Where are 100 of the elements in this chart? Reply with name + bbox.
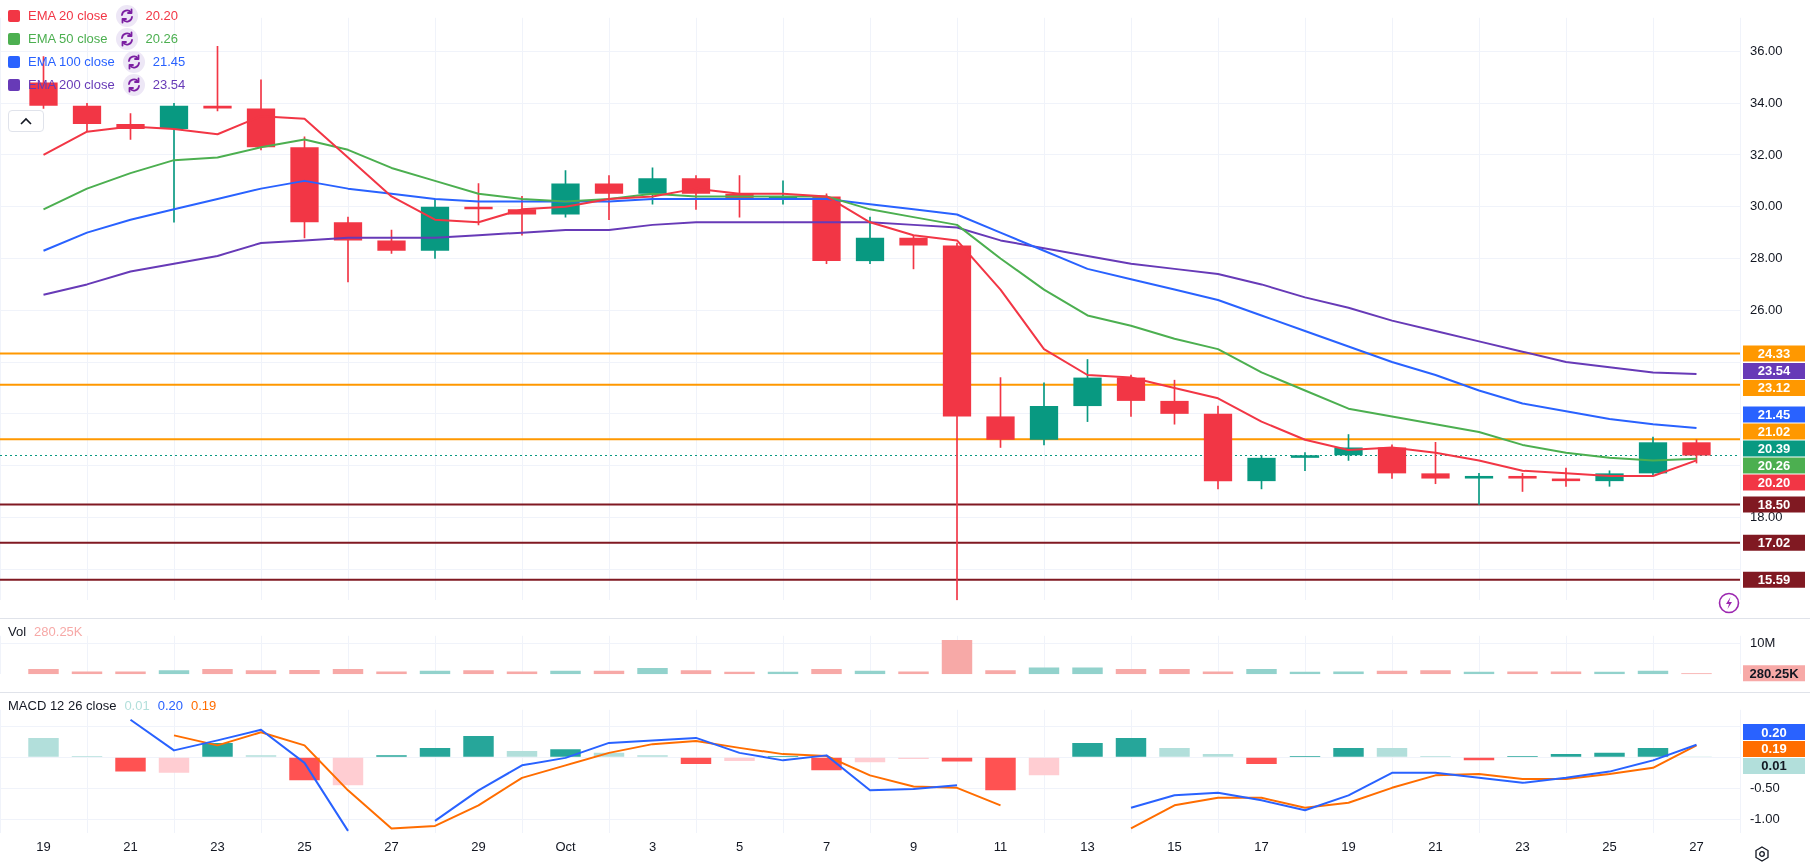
bar (202, 668, 233, 675)
x-tick-label: 23 (210, 838, 225, 854)
y-tick-label: 30.00 (1750, 198, 1783, 214)
x-tick-label: 25 (1602, 838, 1617, 854)
bar (28, 668, 59, 675)
candlestick (1464, 473, 1494, 505)
bar (1028, 667, 1060, 675)
bar (506, 671, 538, 675)
text: 0.20 (1761, 724, 1787, 740)
x-tick-label: 3 (648, 838, 657, 854)
bar (1550, 754, 1582, 757)
chart-title: Vol (8, 624, 27, 639)
x-tick-label: 15 (1167, 838, 1182, 854)
bar (115, 671, 146, 675)
bar (158, 670, 190, 675)
x-tick-label: 13 (1080, 838, 1095, 854)
annotation: 0.19 (191, 698, 217, 713)
bar (1159, 668, 1190, 675)
y-tick-label: 32.00 (1750, 146, 1783, 162)
y-tick-label: -1.00 (1750, 811, 1780, 827)
bar (1115, 668, 1147, 675)
bar (985, 757, 1016, 791)
bar (1159, 747, 1190, 757)
bar (1202, 754, 1234, 757)
annotation: 0.01 (124, 698, 150, 713)
ref-line-label: 15.59 (1757, 572, 1791, 588)
bar (1550, 671, 1582, 675)
text: 280.25K (1749, 665, 1799, 681)
bar (1420, 670, 1451, 675)
ref-line-label: 24.33 (1757, 346, 1791, 362)
bar (289, 757, 320, 781)
bar (202, 742, 233, 757)
y-tick-label: 26.00 (1750, 301, 1783, 317)
x-tick-label: 7 (822, 838, 831, 854)
y-tick-label: 10M (1750, 635, 1776, 651)
bar (1246, 668, 1277, 675)
bar (1115, 737, 1147, 757)
x-tick-label: 29 (471, 838, 486, 854)
bar (941, 757, 973, 762)
annotation: 20.20 (145, 8, 179, 23)
text: EMA 50 close (28, 31, 108, 46)
ref-line-label: 23.12 (1757, 380, 1791, 396)
y-tick-label: 34.00 (1750, 94, 1783, 110)
bar (463, 736, 494, 757)
bar (1072, 742, 1103, 757)
bar (898, 671, 929, 675)
bar (71, 671, 103, 675)
x-tick-label: 25 (297, 838, 312, 854)
bar (158, 757, 190, 773)
chart-title: MACD 12 26 close (8, 698, 117, 713)
text: 20.20 (1757, 474, 1791, 490)
y-tick-label: 28.00 (1750, 250, 1783, 266)
bar (376, 671, 407, 675)
bar (1333, 671, 1364, 675)
ref-line-label: 21.02 (1757, 424, 1791, 439)
bar (506, 751, 538, 757)
bar (941, 640, 973, 675)
bar (680, 757, 712, 765)
bar (680, 670, 712, 675)
annotation: 20.26 (145, 31, 179, 46)
text: 0.19 (1761, 741, 1787, 757)
bar (1594, 752, 1625, 757)
x-tick-label: Oct (555, 838, 576, 854)
x-tick-label: 11 (993, 838, 1008, 854)
y-tick-label: -0.50 (1750, 780, 1780, 796)
bar (332, 757, 364, 786)
bar (1072, 667, 1103, 675)
x-tick-label: 27 (1689, 838, 1704, 854)
text: 23.54 (1757, 363, 1791, 379)
x-tick-label: 19 (1341, 838, 1356, 854)
x-tick-label: 21 (123, 838, 138, 854)
bar (1202, 671, 1234, 675)
x-tick-label: 21 (1428, 838, 1443, 854)
bar (332, 668, 364, 675)
text: EMA 20 close (28, 8, 108, 23)
bar (550, 670, 581, 675)
text: 20.26 (1757, 457, 1791, 473)
x-tick-label: 27 (384, 838, 399, 854)
bar (289, 669, 320, 675)
bar (811, 668, 842, 675)
text: 0.01 (1761, 758, 1787, 774)
x-tick-label: 17 (1254, 838, 1269, 854)
bar (245, 670, 277, 675)
ref-line-label: 17.02 (1757, 535, 1791, 551)
annotation: 0.20 (157, 698, 184, 713)
annotation: 280.25K (34, 624, 83, 639)
bar (463, 670, 494, 675)
bar (1246, 757, 1277, 765)
bar (1376, 747, 1408, 757)
y-tick-label: 36.00 (1750, 43, 1783, 59)
annotation: 23.54 (152, 77, 186, 92)
bar (985, 670, 1016, 675)
x-tick-label: 19 (36, 838, 51, 854)
bar (1333, 747, 1364, 757)
bar (115, 757, 146, 772)
bar (28, 737, 59, 757)
bar (637, 668, 668, 675)
x-tick-label: 23 (1515, 838, 1530, 854)
annotation: 21.45 (152, 54, 186, 69)
candlestick (159, 102, 189, 223)
